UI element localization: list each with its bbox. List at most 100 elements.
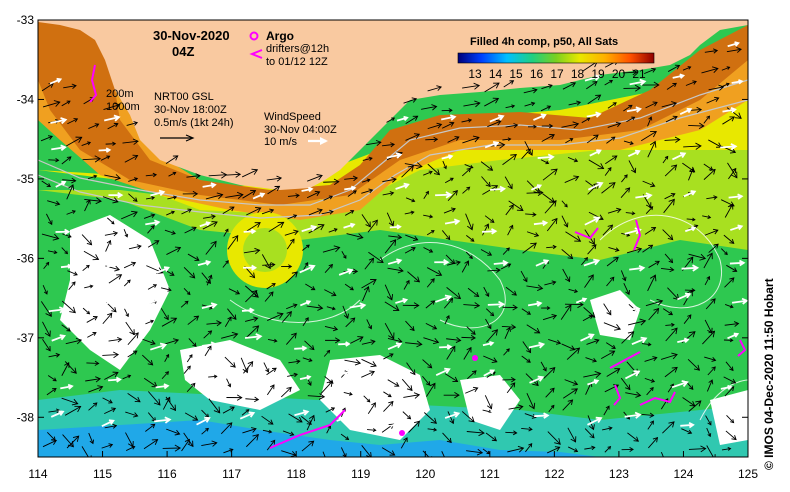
lat-tick-label: -34 xyxy=(17,92,35,106)
current-arrow xyxy=(581,117,591,124)
current-arrow xyxy=(645,206,654,215)
wind-arrow xyxy=(51,144,67,152)
current-arrow xyxy=(588,211,604,221)
current-arrow xyxy=(644,377,656,383)
current-arrow xyxy=(342,305,349,320)
argo-float xyxy=(399,430,405,436)
current-arrow xyxy=(181,208,192,215)
current-arrow xyxy=(546,244,557,250)
current-arrow xyxy=(84,284,94,289)
wind-arrow xyxy=(584,216,601,226)
wind-arrow xyxy=(294,409,310,417)
current-arrow xyxy=(642,244,654,253)
current-arrow xyxy=(87,332,97,338)
current-arrow xyxy=(47,375,57,382)
current-arrow xyxy=(703,252,713,269)
current-arrow xyxy=(520,270,528,283)
current-arrow xyxy=(503,80,515,88)
current-arrow xyxy=(205,192,224,200)
current-arrow xyxy=(145,172,158,178)
colorbar-tick-label: 20 xyxy=(612,67,626,81)
current-arrow xyxy=(42,439,58,448)
current-arrow xyxy=(606,136,616,144)
current-arrow xyxy=(606,256,619,267)
current-arrow xyxy=(46,387,57,396)
current-arrow xyxy=(484,82,500,93)
colorbar-tick-label: 15 xyxy=(509,67,523,81)
current-arrow xyxy=(465,386,479,394)
drifter-track xyxy=(269,409,346,449)
current-arrow xyxy=(141,354,154,366)
current-arrow xyxy=(201,427,209,435)
wind-title: WindSpeed xyxy=(264,111,321,123)
wind-arrow xyxy=(156,266,170,274)
current-arrow xyxy=(704,48,719,54)
current-arrow xyxy=(521,308,532,315)
current-arrow xyxy=(584,445,596,451)
current-arrow xyxy=(266,384,275,396)
current-arrow xyxy=(227,235,239,250)
current-arrow xyxy=(146,196,155,200)
current-arrow xyxy=(502,377,516,383)
current-arrow xyxy=(664,366,678,378)
current-arrow xyxy=(585,357,597,363)
current-arrow xyxy=(382,142,396,148)
current-arrow xyxy=(61,100,71,107)
current-arrow xyxy=(86,316,98,323)
wind-arrow xyxy=(677,292,692,301)
current-arrow xyxy=(544,280,557,286)
current-arrow xyxy=(462,135,480,144)
current-arrow xyxy=(521,148,531,160)
current-arrow xyxy=(101,443,114,449)
current-arrow xyxy=(442,432,452,444)
current-arrow xyxy=(607,121,622,128)
wind-arrow xyxy=(482,228,498,235)
wind-arrow xyxy=(731,79,744,85)
current-arrow xyxy=(208,374,218,379)
current-arrow xyxy=(384,301,400,311)
drifter-track xyxy=(613,384,622,406)
current-arrow xyxy=(641,342,652,347)
current-arrow xyxy=(622,69,638,76)
current-arrow xyxy=(241,168,259,178)
current-arrow xyxy=(466,326,476,335)
current-arrow xyxy=(124,154,139,163)
current-arrow xyxy=(286,238,295,250)
wind-arrow xyxy=(101,419,115,427)
wind-time: 30-Nov 04:00Z xyxy=(264,124,337,136)
current-arrow xyxy=(463,302,481,309)
current-arrow xyxy=(306,414,315,431)
lon-tick-label: 120 xyxy=(415,467,435,481)
current-arrow xyxy=(308,208,323,216)
current-arrow xyxy=(204,345,212,357)
wind-arrow xyxy=(387,258,403,265)
current-arrow xyxy=(485,308,495,317)
lon-tick-label: 125 xyxy=(738,467,758,481)
current-arrow xyxy=(546,217,558,232)
wind-arrow xyxy=(672,152,687,161)
wind-arrow xyxy=(435,294,453,303)
current-arrow xyxy=(567,156,579,163)
current-arrow xyxy=(281,311,292,323)
current-arrow xyxy=(508,404,524,411)
current-arrow xyxy=(105,239,112,252)
current-arrow xyxy=(427,122,443,130)
current-arrow xyxy=(562,82,577,90)
lat-tick-label: -35 xyxy=(17,172,35,186)
wind-arrow xyxy=(336,369,353,377)
current-arrow xyxy=(61,247,69,255)
current-arrow xyxy=(181,438,190,452)
current-arrow xyxy=(64,405,82,416)
current-arrow xyxy=(62,177,77,184)
current-arrow xyxy=(627,432,640,442)
wind-arrow xyxy=(155,383,170,390)
current-arrow xyxy=(726,47,742,53)
current-arrow xyxy=(222,206,235,215)
wind-arrow xyxy=(535,259,550,267)
current-arrow xyxy=(620,270,627,282)
current-time-label: 30-Nov 18:00Z xyxy=(154,104,227,116)
wind-arrow xyxy=(338,341,351,347)
current-arrow xyxy=(568,100,582,106)
lon-tick-label: 121 xyxy=(480,467,500,481)
current-arrow xyxy=(302,317,309,327)
